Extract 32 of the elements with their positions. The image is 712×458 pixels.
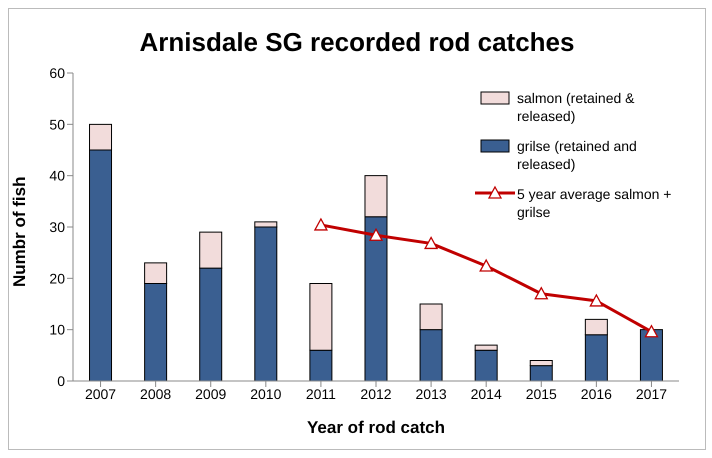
y-axis-title: Numbr of fish	[10, 176, 30, 287]
y-tick-label: 10	[49, 322, 66, 338]
y-tick-label: 30	[49, 218, 66, 235]
y-tick-label: 50	[49, 116, 66, 132]
x-tick-label: 2007	[84, 386, 116, 402]
point	[369, 228, 383, 241]
x-tick-label: 2016	[580, 386, 612, 402]
x-tick-label: 2011	[306, 386, 336, 402]
legend-label: salmon (retained & released)	[517, 89, 636, 125]
y-tick-label: 40	[49, 168, 66, 184]
point	[424, 236, 438, 250]
legend-label: 5 year average salmon + grilse	[517, 185, 672, 221]
x-tick-label: 2012	[360, 386, 392, 402]
point	[314, 218, 328, 231]
x-tick-label: 2015	[526, 386, 558, 402]
point	[644, 325, 658, 338]
bar	[640, 329, 663, 381]
x-tick-label: 2014	[470, 386, 502, 402]
x-tick-label: 2009	[195, 386, 227, 402]
legend-label: grilse (retained and released)	[517, 137, 638, 173]
y-tick-label: 20	[49, 270, 66, 286]
x-axis-title: Year of rod catch	[307, 418, 445, 437]
x-tick-label: 2017	[636, 386, 668, 402]
point	[590, 294, 604, 307]
y-tick-label: 60	[49, 64, 66, 81]
x-tick-label: 2013	[416, 386, 447, 402]
x-tick-label: 2010	[250, 386, 282, 402]
point	[534, 287, 548, 300]
x-tick-label: 2008	[140, 386, 172, 402]
chart-title: Arnisdale SG recorded rod catches	[138, 27, 576, 59]
point	[480, 259, 493, 272]
y-tick-label: 0	[57, 372, 66, 389]
